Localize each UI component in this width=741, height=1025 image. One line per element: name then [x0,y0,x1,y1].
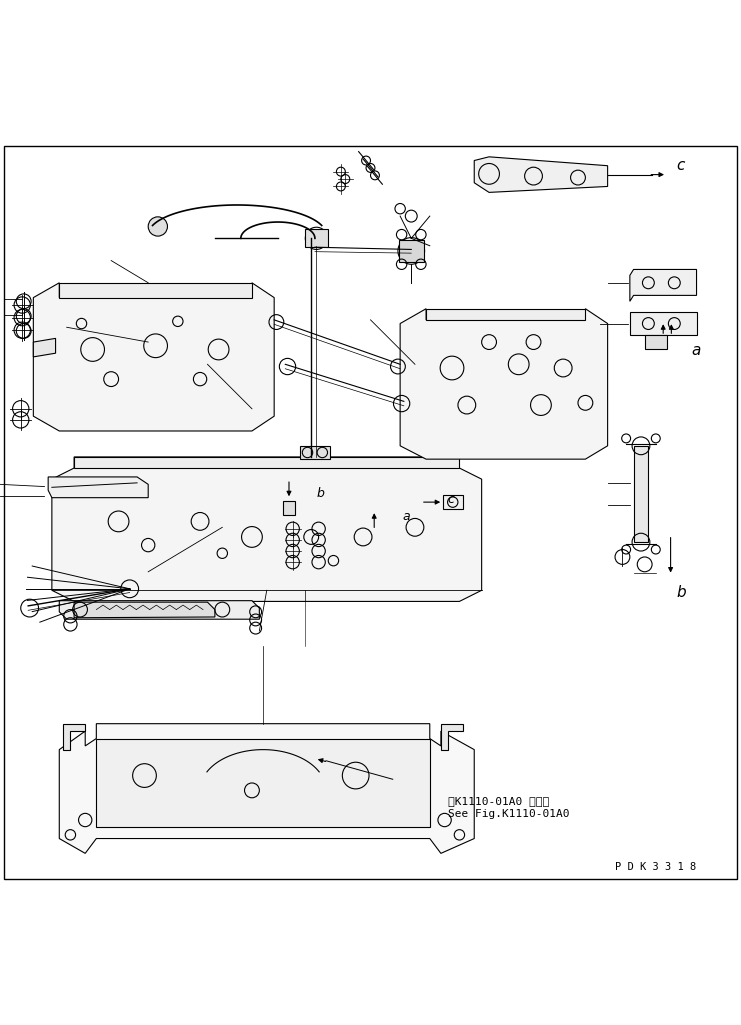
Polygon shape [645,334,667,350]
Polygon shape [630,313,697,334]
Polygon shape [48,477,148,498]
Polygon shape [441,724,463,749]
Polygon shape [74,457,459,468]
Polygon shape [52,457,482,602]
Text: 第K1110-01A0 図参照: 第K1110-01A0 図参照 [448,796,550,807]
Text: b: b [316,488,324,500]
Text: a: a [402,510,410,524]
Polygon shape [74,602,215,618]
Polygon shape [399,240,424,262]
Polygon shape [59,283,252,297]
Text: P D K 3 3 1 8: P D K 3 3 1 8 [615,862,697,871]
Text: b: b [677,585,686,600]
Polygon shape [634,446,648,542]
Polygon shape [305,230,328,247]
Polygon shape [33,283,274,430]
Polygon shape [443,495,463,508]
Polygon shape [33,338,56,357]
Polygon shape [400,309,608,459]
Text: See Fig.K1110-01A0: See Fig.K1110-01A0 [448,809,570,819]
Polygon shape [59,724,474,854]
Circle shape [148,217,167,236]
Text: c: c [447,493,454,506]
Polygon shape [283,500,295,516]
Polygon shape [630,270,697,301]
Text: a: a [692,343,701,359]
Polygon shape [63,724,85,749]
Polygon shape [426,309,585,320]
Polygon shape [300,446,330,459]
Polygon shape [59,601,259,619]
Polygon shape [474,157,608,193]
Polygon shape [96,738,430,827]
Text: c: c [676,158,685,173]
